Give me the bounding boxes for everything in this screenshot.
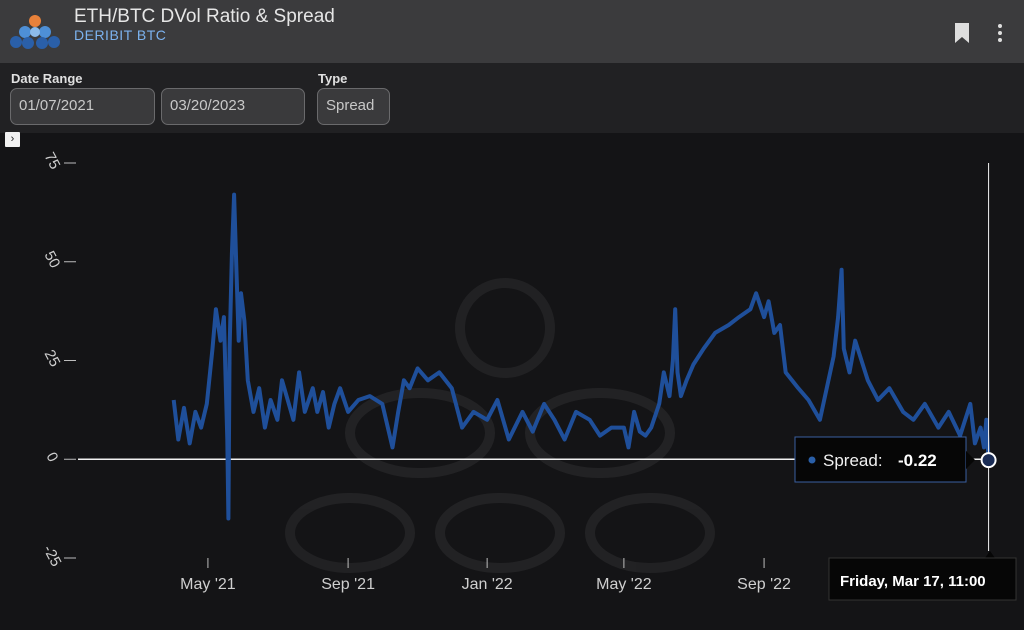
date-range-label: Date Range	[11, 71, 83, 86]
widget-title: ETH/BTC DVol Ratio & Spread	[74, 6, 335, 27]
x-tick-label: May '21	[180, 576, 236, 593]
y-tick-label: 75	[41, 150, 64, 173]
x-tick-label: Sep '21	[321, 576, 375, 593]
y-tick-label: -25	[39, 542, 64, 569]
y-tick-label: 0	[43, 449, 62, 464]
expand-panel-button[interactable]: ›	[5, 132, 20, 147]
hover-point-marker[interactable]	[980, 452, 997, 469]
y-axis: -25 0 25 50 75	[39, 150, 76, 569]
type-label: Type	[318, 71, 348, 86]
watermark-logo	[285, 278, 715, 573]
tooltip-series-label: Spread:	[823, 451, 883, 470]
bookmark-icon[interactable]	[952, 22, 972, 44]
x-tick-label: May '22	[596, 576, 652, 593]
start-date-input[interactable]: 01/07/2021	[10, 88, 155, 125]
widget-header: ETH/BTC DVol Ratio & Spread DERIBIT BTC	[0, 0, 1024, 63]
y-tick-label: 25	[41, 347, 64, 370]
widget-subtitle: DERIBIT BTC	[74, 27, 167, 43]
spread-chart[interactable]: -25 0 25 50 75 May '21 Sep '21 Jan '22 May '22 S…	[0, 133, 1024, 630]
date-tooltip: Friday, Mar 17, 11:00	[828, 551, 1017, 601]
chart-controls: Date Range 01/07/2021 03/20/2023 Type Sp…	[0, 63, 1024, 133]
end-date-input[interactable]: 03/20/2023	[161, 88, 305, 125]
series-dot-icon	[808, 456, 816, 464]
tooltip-date: Friday, Mar 17, 11:00	[840, 573, 986, 590]
value-tooltip: Spread: -0.22	[794, 436, 975, 483]
tooltip-value: -0.22	[898, 451, 937, 470]
y-tick-label: 50	[41, 248, 64, 271]
more-options-icon[interactable]	[990, 22, 1010, 44]
spread-series-line[interactable]	[171, 192, 991, 521]
x-tick-label: Jan '22	[462, 576, 513, 593]
x-tick-label: Sep '22	[737, 576, 791, 593]
deribit-logo-icon	[10, 15, 60, 49]
x-axis: May '21 Sep '21 Jan '22 May '22 Sep '22	[180, 558, 791, 593]
type-select[interactable]: Spread	[317, 88, 390, 125]
